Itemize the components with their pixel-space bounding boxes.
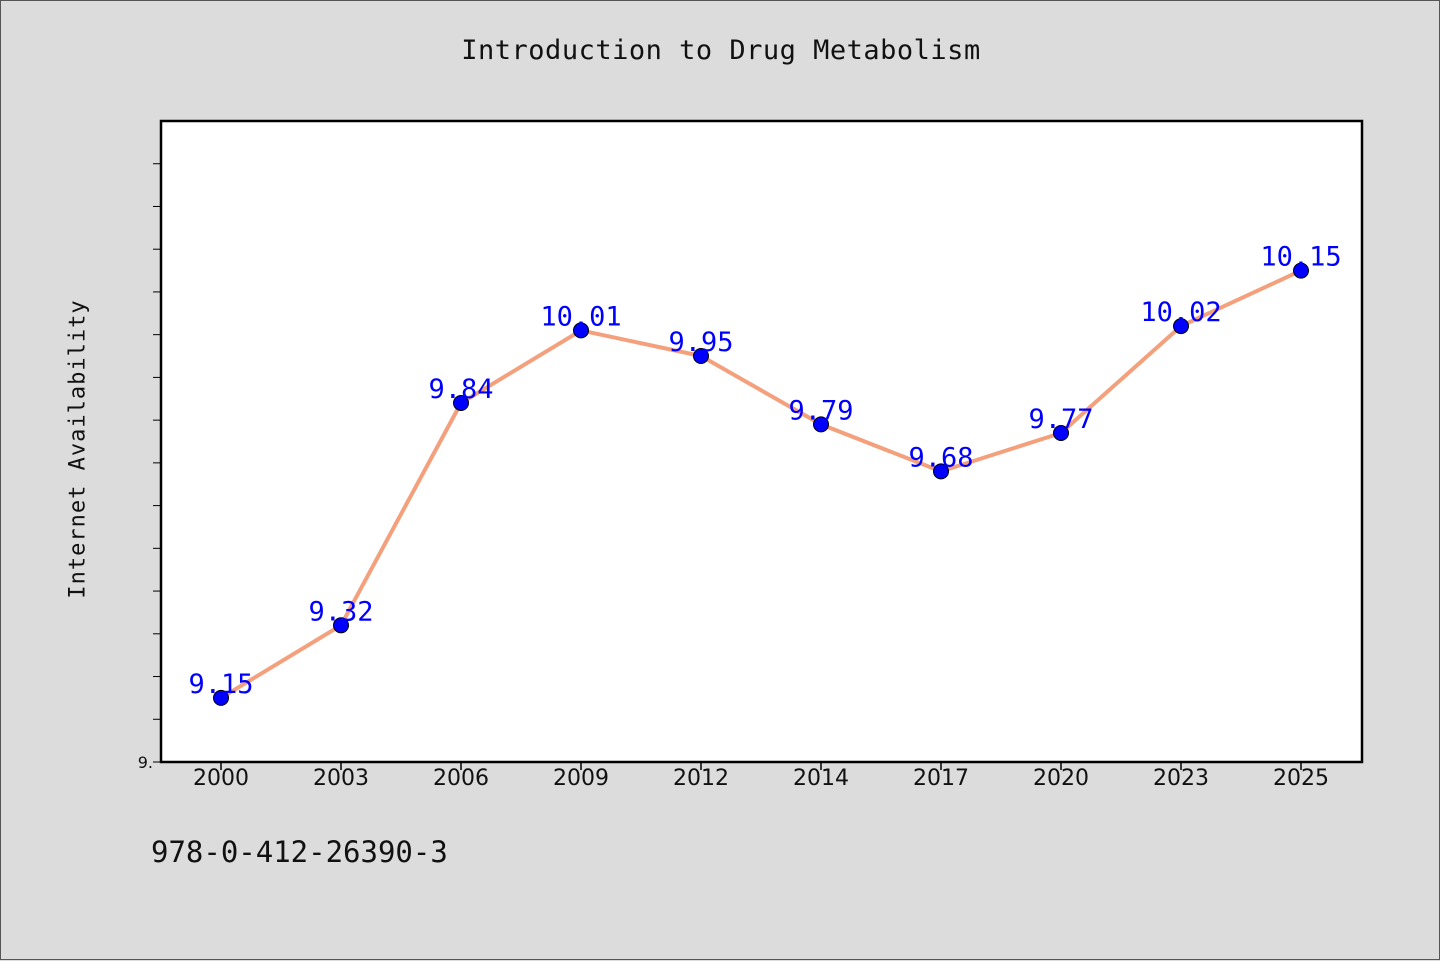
x-tick-label: 2003 [313, 766, 369, 791]
data-point [1173, 318, 1189, 335]
y-axis: 9. [138, 163, 161, 772]
data-label: 9.79 [788, 395, 853, 426]
data-label: 9.95 [668, 327, 733, 358]
data-point [453, 395, 469, 411]
data-label: 9.84 [428, 374, 493, 405]
data-label: 10.15 [1260, 242, 1341, 273]
data-label: 9.68 [908, 442, 973, 473]
x-axis: 2000 2003 2006 2009 2012 2014 2017 2020 2023 2025 [193, 762, 1329, 791]
data-label: 9.15 [188, 669, 253, 700]
data-label: 10.01 [540, 301, 621, 332]
y-tick-label: 9. [138, 753, 153, 772]
x-tick-label: 2025 [1273, 766, 1329, 791]
chart-title: Introduction to Drug Metabolism [461, 35, 981, 66]
data-point [933, 463, 949, 480]
x-tick-label: 2020 [1033, 766, 1089, 791]
data-point [1053, 425, 1069, 441]
data-point [573, 322, 589, 339]
data-point [213, 689, 229, 706]
x-tick-label: 2023 [1153, 766, 1209, 791]
data-label: 9.77 [1028, 404, 1093, 435]
x-tick-label: 2006 [433, 766, 489, 791]
data-labels: 9.15 9.32 9.84 10.01 9.95 9.79 9.68 9.77 10.02 10… [188, 242, 1341, 700]
x-tick-label: 2014 [793, 766, 849, 791]
data-point [813, 416, 829, 433]
series-line [219, 268, 1303, 700]
isbn-footnote: 978-0-412-26390-3 [151, 835, 448, 869]
data-point [1293, 262, 1309, 279]
data-label: 10.02 [1140, 297, 1221, 328]
series-markers [213, 262, 1309, 706]
x-tick-label: 2017 [913, 766, 969, 791]
x-tick-label: 2009 [553, 766, 609, 791]
data-point [693, 348, 709, 364]
x-tick-label: 2012 [673, 766, 729, 791]
plot-area [159, 119, 1364, 764]
data-point [333, 617, 349, 634]
x-tick-label: 2000 [193, 766, 249, 791]
data-label: 9.32 [308, 596, 373, 627]
